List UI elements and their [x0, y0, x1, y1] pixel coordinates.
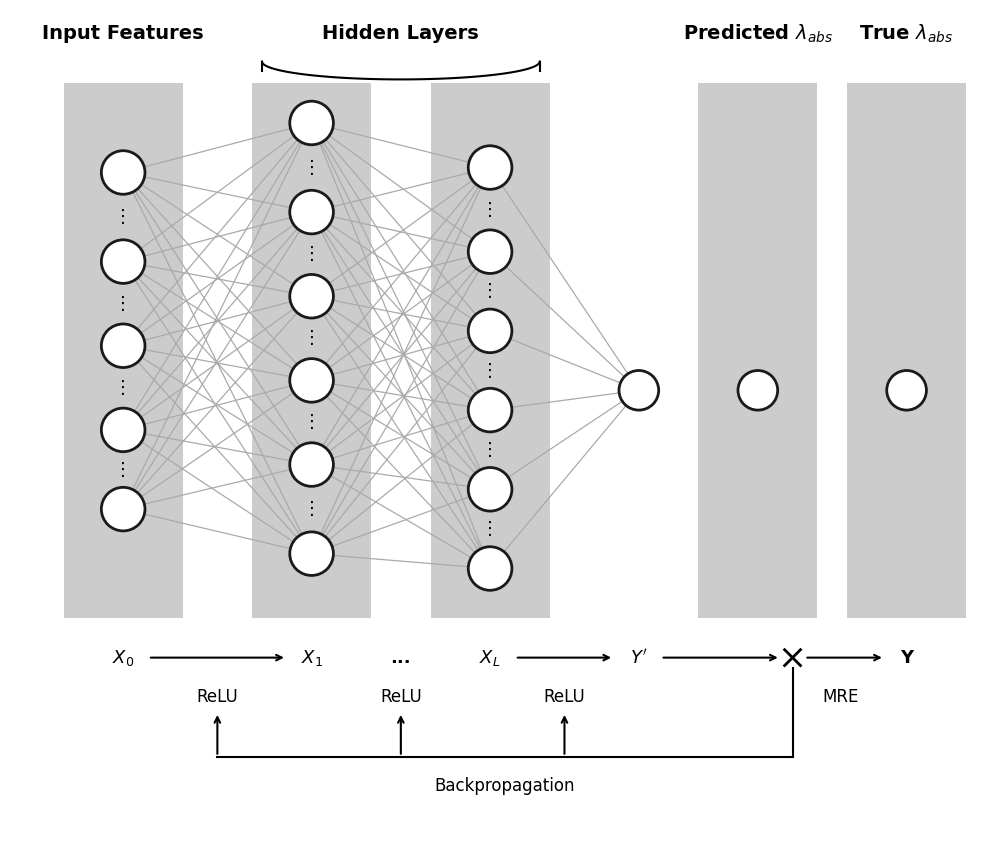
Text: $Y'$: $Y'$	[630, 648, 648, 667]
Bar	[64, 83, 183, 618]
Text: ReLU: ReLU	[380, 688, 422, 706]
Circle shape	[468, 389, 512, 432]
Bar	[252, 83, 371, 618]
Text: ⋮: ⋮	[303, 500, 321, 518]
Text: ⋮: ⋮	[303, 159, 321, 177]
Text: ⋮: ⋮	[114, 461, 132, 479]
Text: True $\lambda_{abs}$: True $\lambda_{abs}$	[859, 23, 954, 45]
Circle shape	[101, 240, 145, 283]
Text: Hidden Layers: Hidden Layers	[322, 24, 479, 44]
Text: ⋮: ⋮	[303, 330, 321, 347]
Text: ReLU: ReLU	[197, 688, 238, 706]
Circle shape	[468, 145, 512, 189]
Text: $X_1$: $X_1$	[301, 648, 323, 668]
Circle shape	[101, 487, 145, 531]
Text: ⋮: ⋮	[303, 414, 321, 431]
Circle shape	[101, 324, 145, 368]
Circle shape	[887, 371, 926, 410]
Circle shape	[290, 190, 333, 234]
Text: ...: ...	[391, 648, 411, 667]
Text: MRE: MRE	[822, 688, 859, 706]
Circle shape	[468, 309, 512, 352]
Text: Input Features: Input Features	[42, 24, 204, 44]
Circle shape	[101, 151, 145, 194]
Text: ⋮: ⋮	[481, 201, 499, 219]
Circle shape	[468, 547, 512, 590]
Bar	[431, 83, 550, 618]
Text: ⋮: ⋮	[114, 208, 132, 226]
Bar	[698, 83, 817, 618]
Text: ⋮: ⋮	[114, 294, 132, 313]
Circle shape	[290, 274, 333, 318]
Text: $X_L$: $X_L$	[479, 648, 501, 668]
Text: ⋮: ⋮	[481, 283, 499, 300]
Text: ⋮: ⋮	[481, 362, 499, 379]
Text: ⋮: ⋮	[481, 441, 499, 458]
Text: ⋮: ⋮	[481, 520, 499, 538]
Circle shape	[290, 358, 333, 402]
Text: Y: Y	[900, 648, 913, 667]
Circle shape	[290, 532, 333, 575]
Text: ⋮: ⋮	[114, 378, 132, 397]
Bar	[847, 83, 966, 618]
Text: ⋮: ⋮	[303, 246, 321, 263]
Circle shape	[619, 371, 659, 410]
Circle shape	[468, 468, 512, 511]
Text: Predicted $\lambda_{abs}$: Predicted $\lambda_{abs}$	[683, 23, 833, 45]
Circle shape	[468, 230, 512, 273]
Text: $X_0$: $X_0$	[112, 648, 134, 668]
Circle shape	[290, 101, 333, 145]
Circle shape	[290, 442, 333, 486]
Text: Backpropagation: Backpropagation	[435, 777, 575, 796]
Circle shape	[101, 408, 145, 452]
Circle shape	[738, 371, 778, 410]
Text: ReLU: ReLU	[544, 688, 585, 706]
